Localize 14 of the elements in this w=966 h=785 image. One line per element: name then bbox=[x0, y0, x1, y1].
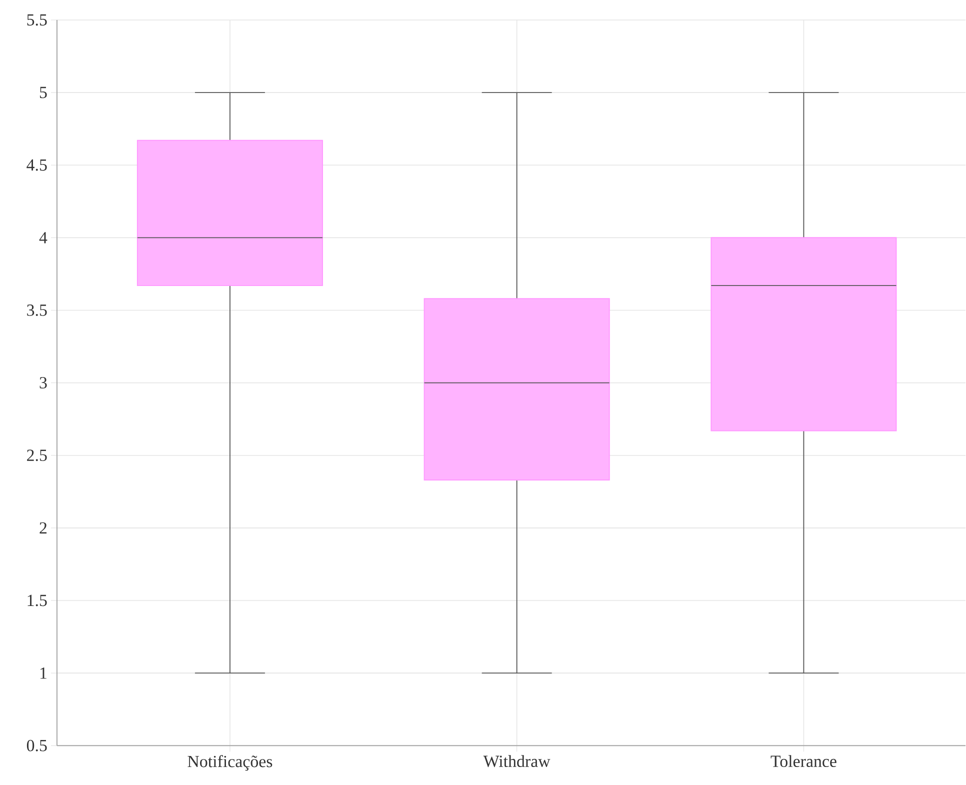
y-tick-label: 4 bbox=[39, 232, 48, 244]
y-tick-label: 2 bbox=[40, 522, 47, 534]
y-tick-label: 0.5 bbox=[26, 740, 47, 752]
y-tick-label: 3 bbox=[40, 377, 47, 389]
y-tick-label: 1.5 bbox=[28, 594, 47, 606]
x-tick-label: Tolerance bbox=[770, 755, 836, 768]
y-tick-label: 5 bbox=[40, 87, 47, 98]
x-tick-label: Withdraw bbox=[483, 755, 550, 768]
y-tick-label: 5.5 bbox=[27, 14, 47, 26]
x-tick-label: Notificações bbox=[188, 755, 272, 771]
y-tick-label: 2.5 bbox=[27, 450, 47, 462]
y-tick-label: 4.5 bbox=[26, 160, 47, 171]
y-tick-label: 3.5 bbox=[27, 304, 47, 316]
y-tick-label: 1 bbox=[40, 668, 46, 679]
